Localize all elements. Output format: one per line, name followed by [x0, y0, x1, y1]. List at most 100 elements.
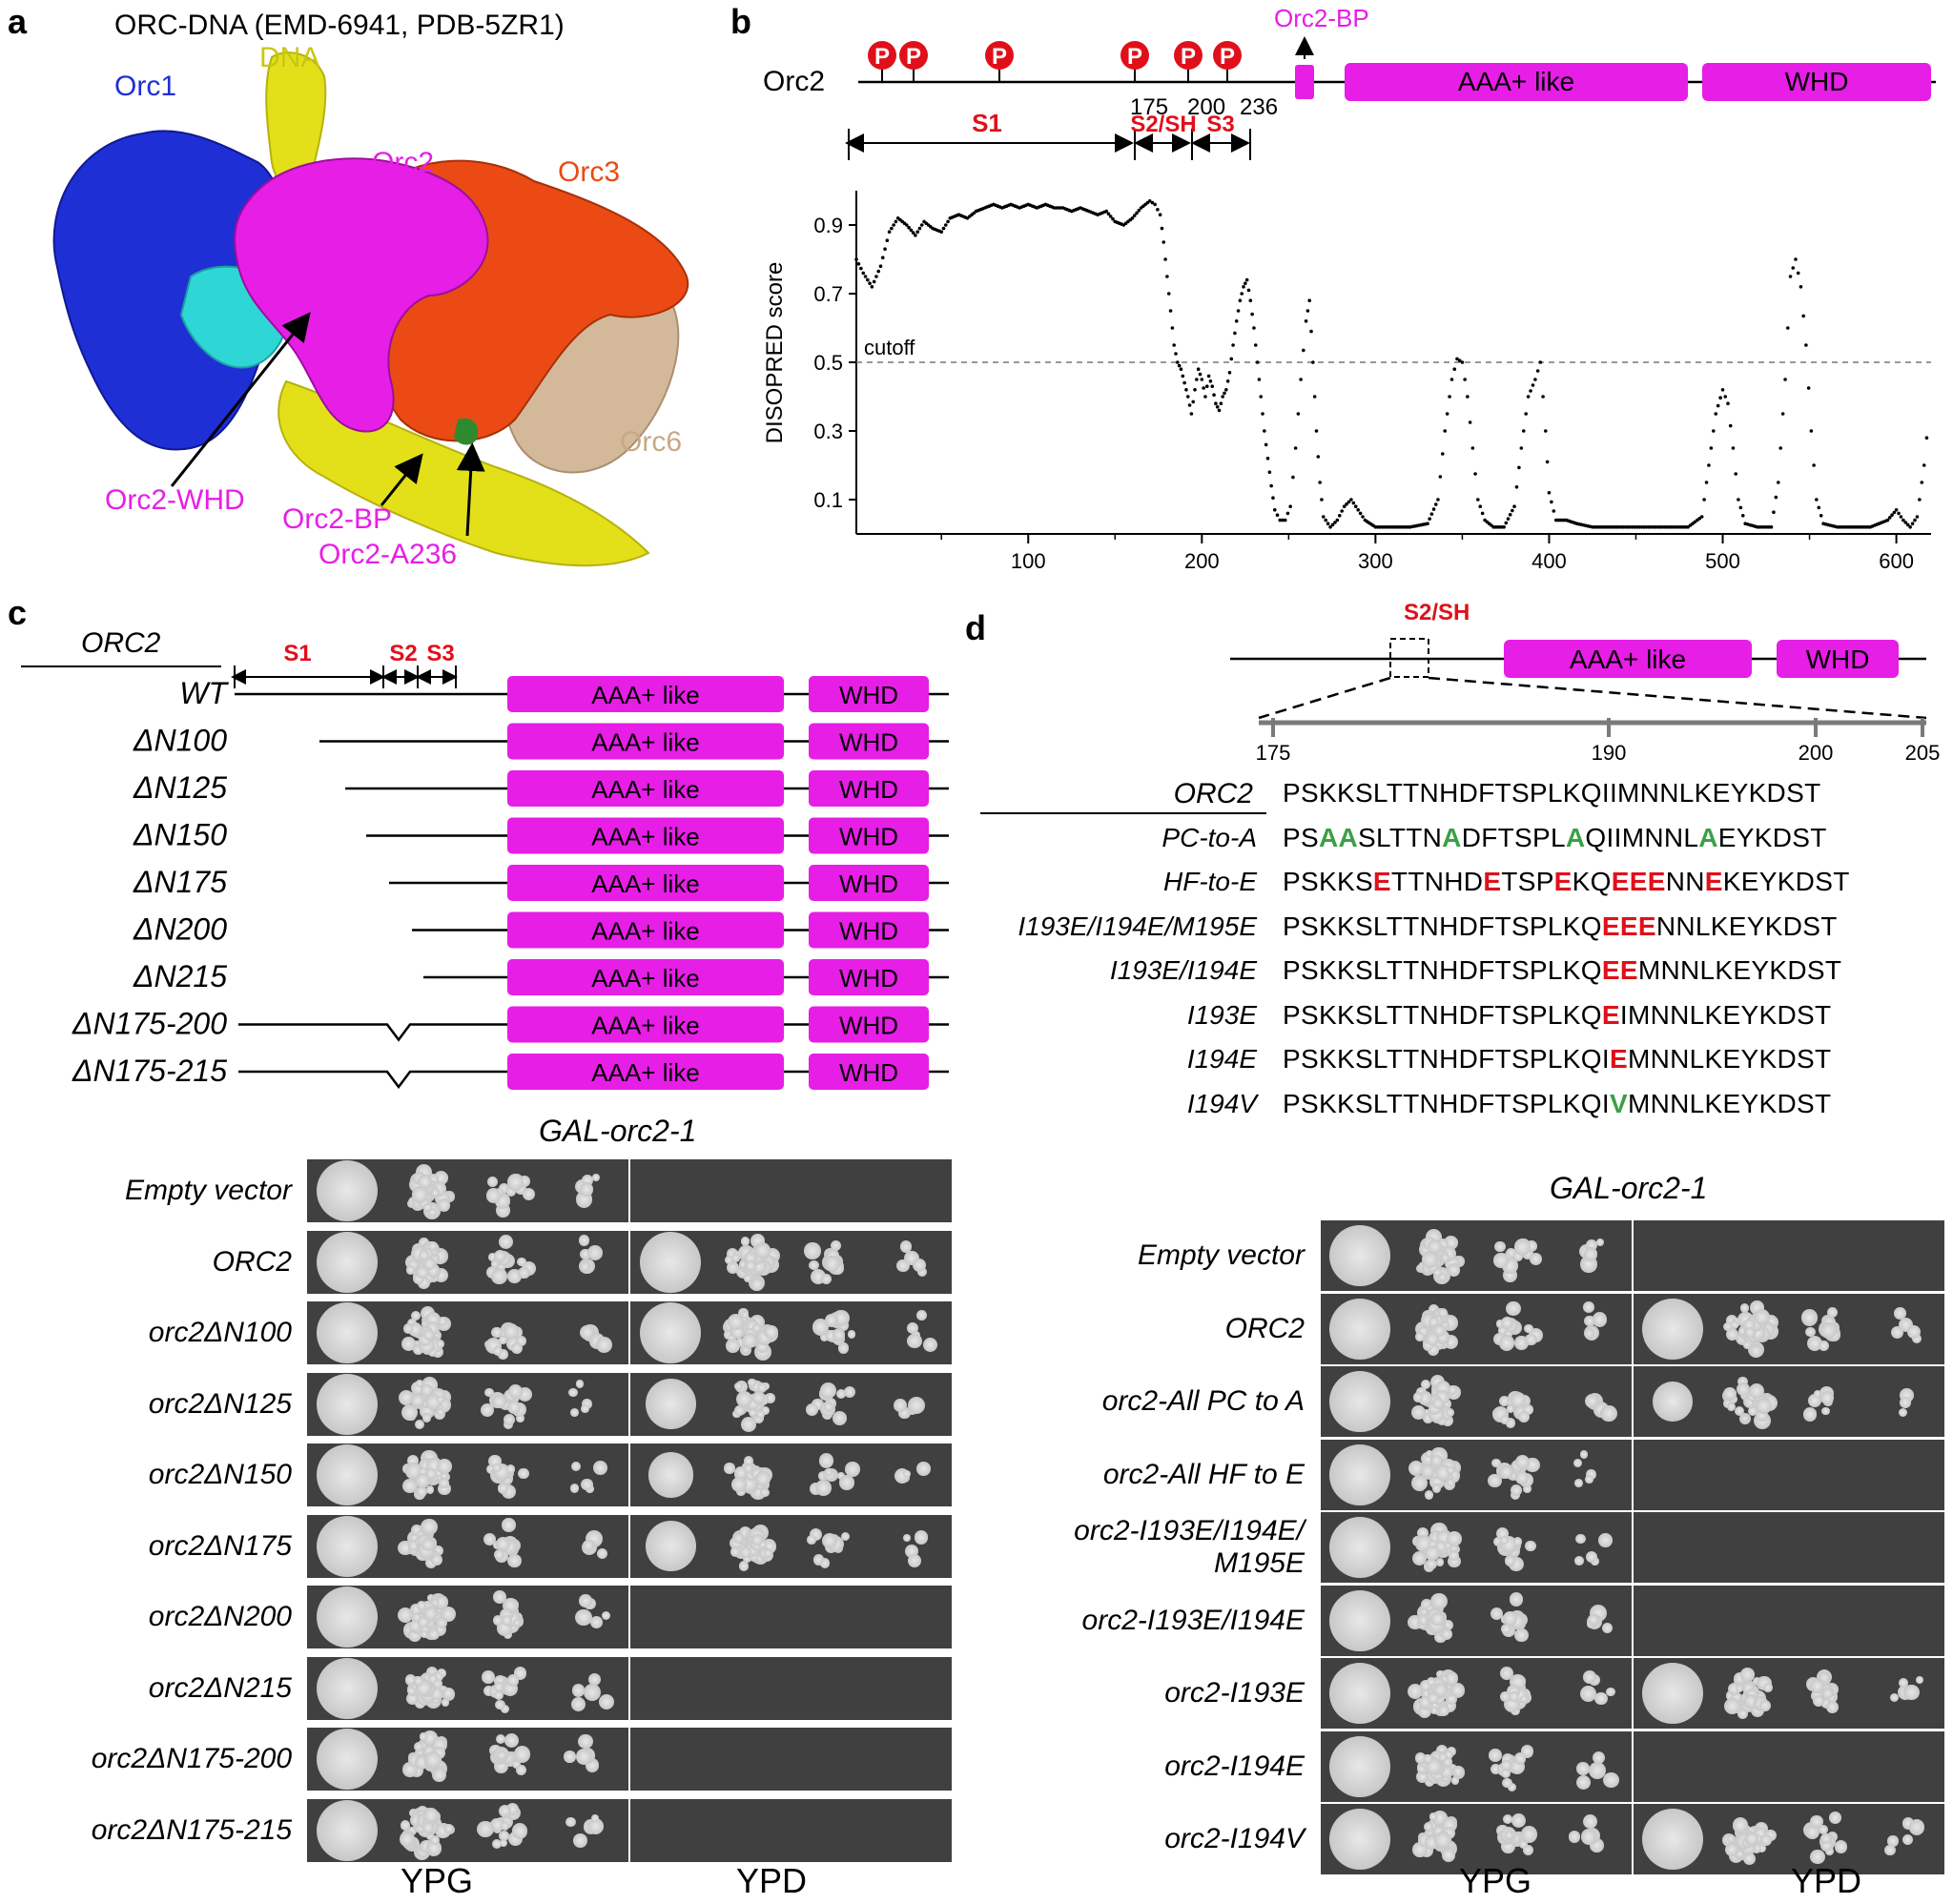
spot-colony [1821, 1688, 1834, 1699]
disopred-point [876, 269, 881, 274]
disopred-point [1349, 498, 1353, 502]
panel-a-title: ORC-DNA (EMD-6941, PDB-5ZR1) [114, 10, 565, 41]
panel-d-letter: d [965, 608, 986, 647]
disopred-point [1728, 423, 1733, 428]
disopred-point [1541, 395, 1545, 399]
disopred-point [1361, 515, 1365, 519]
spot-colony [493, 1589, 507, 1604]
spot-colony [437, 1198, 451, 1212]
spot-colony [1423, 1754, 1433, 1764]
disopred-point [939, 230, 944, 234]
residue: D [1458, 1088, 1479, 1118]
residue: E [1629, 867, 1648, 896]
disopred-point [1267, 470, 1272, 475]
residue: T [1494, 911, 1511, 941]
spot-colony [413, 1344, 424, 1356]
residue: N [1424, 867, 1445, 896]
spot-colony [1800, 1309, 1818, 1326]
disopred-point [1531, 383, 1535, 387]
disopred-point [1524, 412, 1528, 416]
residue: D [1772, 822, 1793, 852]
spot-colony [427, 1347, 438, 1358]
residue: T [1824, 955, 1842, 985]
spot-dense [640, 1231, 702, 1293]
spot-colony [504, 1414, 515, 1425]
spot-dense [1328, 1443, 1390, 1505]
spot-colony [1826, 1306, 1839, 1318]
spot-colony [518, 1266, 530, 1280]
disopred-point [1544, 429, 1548, 433]
disopred-point [1257, 378, 1262, 381]
spot-colony [1813, 1695, 1824, 1708]
spot-colony [499, 1839, 507, 1848]
disopred-point [854, 257, 858, 261]
residue: T [1386, 1088, 1404, 1118]
disopred-point [1227, 371, 1232, 375]
spot-colony [512, 1619, 521, 1628]
spot-colony [1525, 1540, 1536, 1552]
residue: T [1403, 1044, 1420, 1074]
residue: K [1562, 778, 1581, 808]
disopred-point [880, 256, 885, 260]
orc3-label: Orc3 [558, 156, 620, 188]
orc2-whd-label: Orc2-WHD [105, 484, 245, 516]
disopred-point [1217, 408, 1222, 413]
disopred-point [1908, 525, 1912, 529]
disopred-point [1200, 378, 1204, 381]
spot-colony [1498, 1335, 1514, 1351]
disopred-point [1215, 405, 1220, 409]
spot-colony [497, 1750, 507, 1761]
spot-colony [498, 1804, 511, 1817]
spot-colony [486, 1176, 499, 1188]
spot-colony [483, 1685, 494, 1696]
spot-colony [578, 1234, 590, 1246]
x-tick-label: 300 [1358, 549, 1393, 572]
disopred-point [1519, 446, 1524, 450]
residue: T [1814, 1044, 1832, 1074]
spot-colony [442, 1688, 454, 1700]
spot-colony [1441, 1253, 1449, 1262]
residue: S [1300, 822, 1319, 852]
spot-dense [317, 1515, 379, 1577]
spot-colony [735, 1338, 746, 1348]
sequence-row: PSKKSLTTNHDFTSPLKQEEMNNLKEYKDST [1283, 955, 1841, 986]
residue: F [1478, 1088, 1495, 1118]
residue: N [1685, 867, 1705, 896]
residue: Y [1740, 1044, 1759, 1074]
residue: T [1494, 1044, 1511, 1074]
d-pos-205: 205 [1905, 741, 1941, 765]
disopred-point [1772, 510, 1776, 514]
disopred-point [1791, 266, 1796, 270]
disopred-point [1177, 363, 1182, 368]
phospho-site-4 [1120, 41, 1149, 70]
disopred-point [1283, 518, 1287, 522]
spot-colony [1603, 1771, 1619, 1788]
spot-colony [506, 1553, 522, 1568]
whd-domain-label: WHD [1785, 67, 1849, 96]
spot-colony [400, 1820, 411, 1831]
residue: K [1318, 999, 1337, 1030]
disopred-point [1160, 226, 1164, 231]
spot-colony [1514, 1752, 1527, 1765]
spot-colony [1755, 1398, 1772, 1415]
disopred-point [1208, 379, 1213, 383]
residue: P [1532, 822, 1551, 852]
residue: F [1478, 955, 1495, 985]
residue: K [1710, 911, 1729, 941]
residue: D [1458, 955, 1479, 985]
disopred-point [874, 275, 878, 278]
residue: I [1609, 778, 1618, 808]
spot-colony [1763, 1683, 1774, 1692]
spot-colony [1420, 1464, 1434, 1479]
spot-dense [317, 1799, 379, 1861]
spot-colony [1520, 1825, 1538, 1843]
disopred-point [1473, 472, 1477, 476]
spot-colony [430, 1678, 442, 1690]
spot-colony [493, 1690, 504, 1701]
residue: M [1627, 1088, 1651, 1118]
spot-colony [841, 1531, 851, 1541]
disopred-point [1261, 412, 1264, 416]
residue: S [1354, 911, 1373, 941]
spot-colony [822, 1533, 838, 1549]
disopred-point [1547, 491, 1552, 495]
